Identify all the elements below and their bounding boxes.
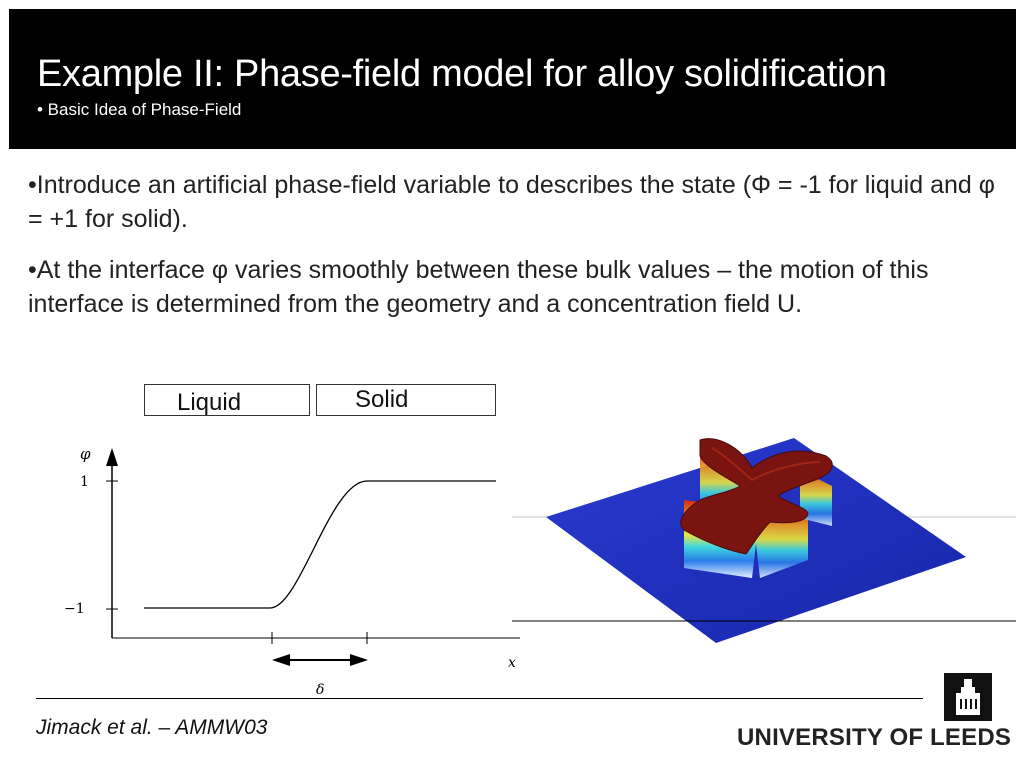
- phase-profile-curve: [144, 480, 496, 609]
- width-label: δ: [316, 682, 324, 698]
- y-tick-top-label: 1: [80, 474, 89, 490]
- bullet-item: •Introduce an artificial phase-field var…: [28, 171, 995, 233]
- slide-header: Example II: Phase-field model for alloy …: [9, 9, 1016, 149]
- y-axis-label: φ: [80, 445, 91, 463]
- university-tower-icon: [944, 673, 992, 721]
- bullet-item: •At the interface φ varies smoothly betw…: [28, 256, 929, 318]
- university-name: UNIVERSITY OF LEEDS: [737, 724, 1012, 751]
- x-axis-label: x: [508, 655, 516, 671]
- liquid-box: Liquid: [144, 384, 310, 416]
- slide-subtitle: • Basic Idea of Phase-Field: [37, 100, 242, 119]
- double-arrow-icon: [272, 654, 368, 666]
- y-tick-bottom-label: −1: [64, 601, 85, 617]
- dendrite-3d-image: [512, 438, 1016, 643]
- crystal-top: [680, 438, 833, 555]
- liquid-label: Liquid: [177, 389, 242, 416]
- citation: Jimack et al. – AMMW03: [36, 716, 268, 739]
- solid-box: Solid: [316, 384, 496, 416]
- profile-plot: φ 1 −1 δ x: [64, 445, 520, 698]
- y-axis-arrow: [106, 448, 118, 466]
- slide-title: Example II: Phase-field model for alloy …: [37, 53, 887, 95]
- solid-label: Solid: [355, 386, 409, 413]
- footer-divider: [36, 698, 923, 699]
- bullet-list: •Introduce an artificial phase-field var…: [28, 168, 1003, 338]
